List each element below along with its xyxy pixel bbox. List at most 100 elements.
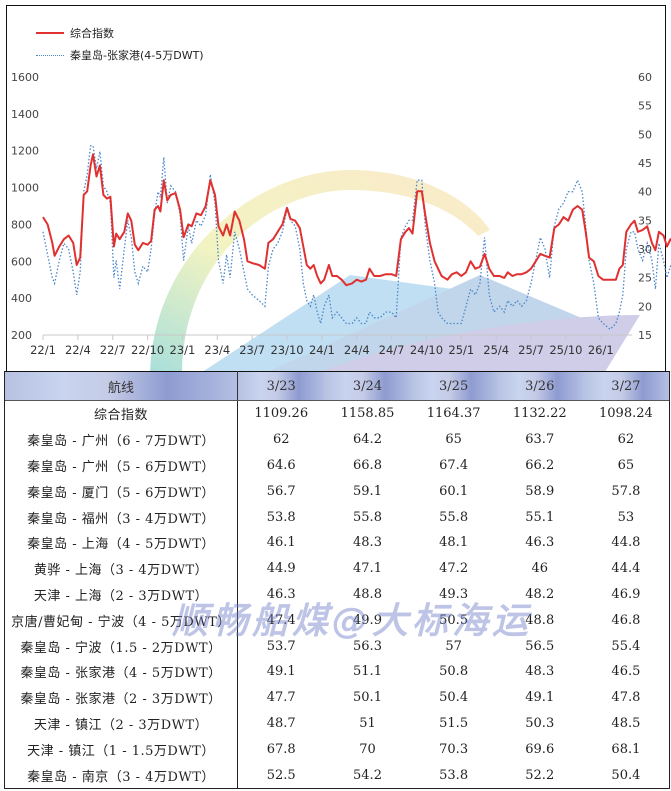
- legend-item-qhd-zjg: 秦皇岛-张家港(4-5万DWT): [36, 44, 204, 66]
- table-row: 秦皇岛 - 张家港（2 - 3万DWT） 47.7 50.1 50.4 49.1 47.8: [5, 684, 669, 711]
- rate-cell: 46.9: [611, 586, 641, 602]
- rate-cell: 65: [445, 432, 462, 448]
- right-tick-label: 25: [638, 272, 652, 285]
- rate-cell: 49.1: [525, 690, 555, 706]
- table-row: 秦皇岛 - 广州（5 - 6万DWT） 64.6 66.8 67.4 66.2 65: [5, 452, 669, 479]
- rate-cell: 49.1: [266, 664, 296, 680]
- right-tick-label: 15: [638, 329, 652, 342]
- rate-cell: 64.2: [353, 432, 382, 448]
- x-tick-label: 22/10: [131, 343, 164, 357]
- freight-rate-table-wrap: 航线 3/23 3/24 3/25 3/26 3/27 综合指数 1109.26 1…: [4, 371, 670, 789]
- rate-cell: 67.4: [439, 457, 469, 473]
- legend-swatch-blue: [36, 54, 64, 56]
- left-tick-label: 1000: [11, 182, 39, 195]
- route-cell: 秦皇岛 - 张家港（4 - 5万DWT）: [5, 658, 238, 685]
- x-tick-label: 22/1: [30, 343, 56, 357]
- rate-cell: 67.8: [266, 741, 296, 757]
- header-date: 3/27: [582, 371, 669, 401]
- table-row: 秦皇岛 - 厦门（5 - 6万DWT） 56.7 59.1 60.1 58.9 57.8: [5, 478, 669, 505]
- series-qhd-zjg-line: [42, 145, 671, 331]
- rate-cell: 58.9: [525, 483, 555, 499]
- rate-cell: 62: [617, 432, 635, 448]
- rate-cell: 46.3: [266, 586, 296, 602]
- right-tick-label: 45: [638, 157, 652, 170]
- x-tick-label: 25/1: [448, 343, 474, 357]
- rate-cell: 60.1: [439, 483, 469, 499]
- rate-cell: 48.1: [439, 535, 469, 551]
- route-cell: 秦皇岛 - 上海（4 - 5万DWT）: [5, 529, 238, 556]
- rate-cell: 56.5: [525, 638, 555, 654]
- rate-cell: 48.2: [525, 586, 555, 602]
- freight-rate-table: 航线 3/23 3/24 3/25 3/26 3/27 综合指数 1109.26 1…: [5, 371, 669, 789]
- rate-cell: 50.1: [353, 690, 382, 706]
- rate-cell: 47.1: [353, 561, 382, 577]
- rate-cell: 47.2: [439, 561, 469, 577]
- legend-label: 综合指数: [70, 27, 114, 40]
- rate-cell: 62: [272, 432, 290, 448]
- rate-cell: 52.2: [496, 762, 583, 789]
- right-tick-label: 35: [638, 214, 652, 227]
- table-row: 秦皇岛 - 福州（3 - 4万DWT） 53.8 55.8 55.8 55.1 53: [5, 504, 669, 530]
- rate-cell: 70: [359, 741, 376, 757]
- route-cell: 天津 - 镇江（1 - 1.5万DWT）: [5, 736, 238, 763]
- left-tick-label: 800: [11, 218, 32, 231]
- header-date: 3/25: [410, 371, 497, 401]
- watermark-logo-shapes: [150, 170, 640, 371]
- rate-cell: 46.1: [266, 535, 296, 551]
- route-cell: 黄骅 - 上海（3 - 4万DWT）: [5, 555, 238, 582]
- legend-swatch-red: [36, 32, 64, 34]
- watermark-text: 顺畅船煤@大标海运: [172, 601, 533, 642]
- rate-cell: 66.8: [353, 457, 382, 473]
- rate-cell: 51: [359, 715, 376, 731]
- rate-cell: 66.2: [525, 457, 555, 473]
- header-date: 3/26: [496, 371, 583, 401]
- x-tick-label: 23/4: [204, 343, 230, 357]
- x-tick-label: 25/7: [518, 343, 544, 357]
- header-date: 3/23: [237, 371, 325, 401]
- route-cell: 秦皇岛 - 广州（6 - 7万DWT）: [5, 426, 238, 453]
- table-header-row: 航线 3/23 3/24 3/25 3/26 3/27: [5, 371, 669, 401]
- rate-cell: 1109.26: [254, 406, 309, 422]
- rate-cell: 48.7: [266, 715, 296, 731]
- route-cell: 秦皇岛 - 宁波（1.5 - 2万DWT）: [5, 633, 238, 659]
- rate-cell: 50.8: [439, 664, 469, 680]
- rate-cell: 69.6: [525, 741, 555, 757]
- x-tick-label: 24/1: [309, 343, 335, 357]
- route-cell: 秦皇岛 - 广州（5 - 6万DWT）: [5, 452, 238, 479]
- x-tick-label: 25/4: [483, 343, 509, 357]
- rate-cell: 53.8: [266, 509, 296, 525]
- rate-cell: 53.7: [266, 638, 296, 654]
- table-row: 天津 - 上海（2 - 3万DWT） 46.3 48.8 49.3 48.2 46.9: [5, 581, 669, 608]
- rate-cell: 48.3: [525, 664, 555, 680]
- left-tick-label: 1600: [11, 71, 39, 84]
- rate-cell: 47.8: [611, 690, 641, 706]
- left-tick-label: 600: [11, 255, 32, 268]
- table-row: 秦皇岛 - 宁波（1.5 - 2万DWT） 53.7 56.3 57 56.5 55.4: [5, 633, 669, 659]
- left-tick-label: 1200: [11, 145, 39, 158]
- rate-cell: 65: [617, 457, 635, 473]
- rate-cell: 70.3: [439, 741, 469, 757]
- chart-legend: 综合指数 秦皇岛-张家港(4-5万DWT): [36, 22, 204, 66]
- route-cell: 天津 - 镇江（2 - 3万DWT）: [5, 710, 238, 737]
- route-cell: 秦皇岛 - 厦门（5 - 6万DWT）: [5, 478, 238, 505]
- table-row: 黄骅 - 上海（3 - 4万DWT） 44.9 47.1 47.2 46 44.4: [5, 555, 669, 582]
- rate-cell: 44.9: [266, 561, 296, 577]
- rate-cell: 55.1: [525, 509, 555, 525]
- rate-cell: 53.8: [410, 762, 497, 789]
- right-tick-label: 20: [638, 300, 652, 313]
- rate-cell: 48.3: [353, 535, 382, 551]
- rate-cell: 1164.37: [426, 406, 481, 422]
- route-cell: 综合指数: [5, 400, 238, 427]
- table-row: 京唐/曹妃甸 - 宁波（4 - 5万DWT） 47.4 49.9 50.5 48.8 46…: [5, 607, 669, 634]
- x-tick-label: 23/10: [270, 343, 303, 357]
- rate-cell: 50.5: [439, 612, 469, 628]
- rate-cell: 46: [531, 561, 549, 577]
- rate-cell: 47.7: [266, 690, 296, 706]
- legend-label: 秦皇岛-张家港(4-5万DWT): [70, 49, 204, 62]
- header-date: 3/24: [324, 371, 411, 401]
- rate-cell: 1132.22: [512, 406, 567, 422]
- rate-cell: 55.8: [439, 509, 469, 525]
- table-row: 天津 - 镇江（1 - 1.5万DWT） 67.8 70 70.3 69.6 68.1: [5, 736, 669, 763]
- rate-cell: 49.3: [439, 586, 469, 602]
